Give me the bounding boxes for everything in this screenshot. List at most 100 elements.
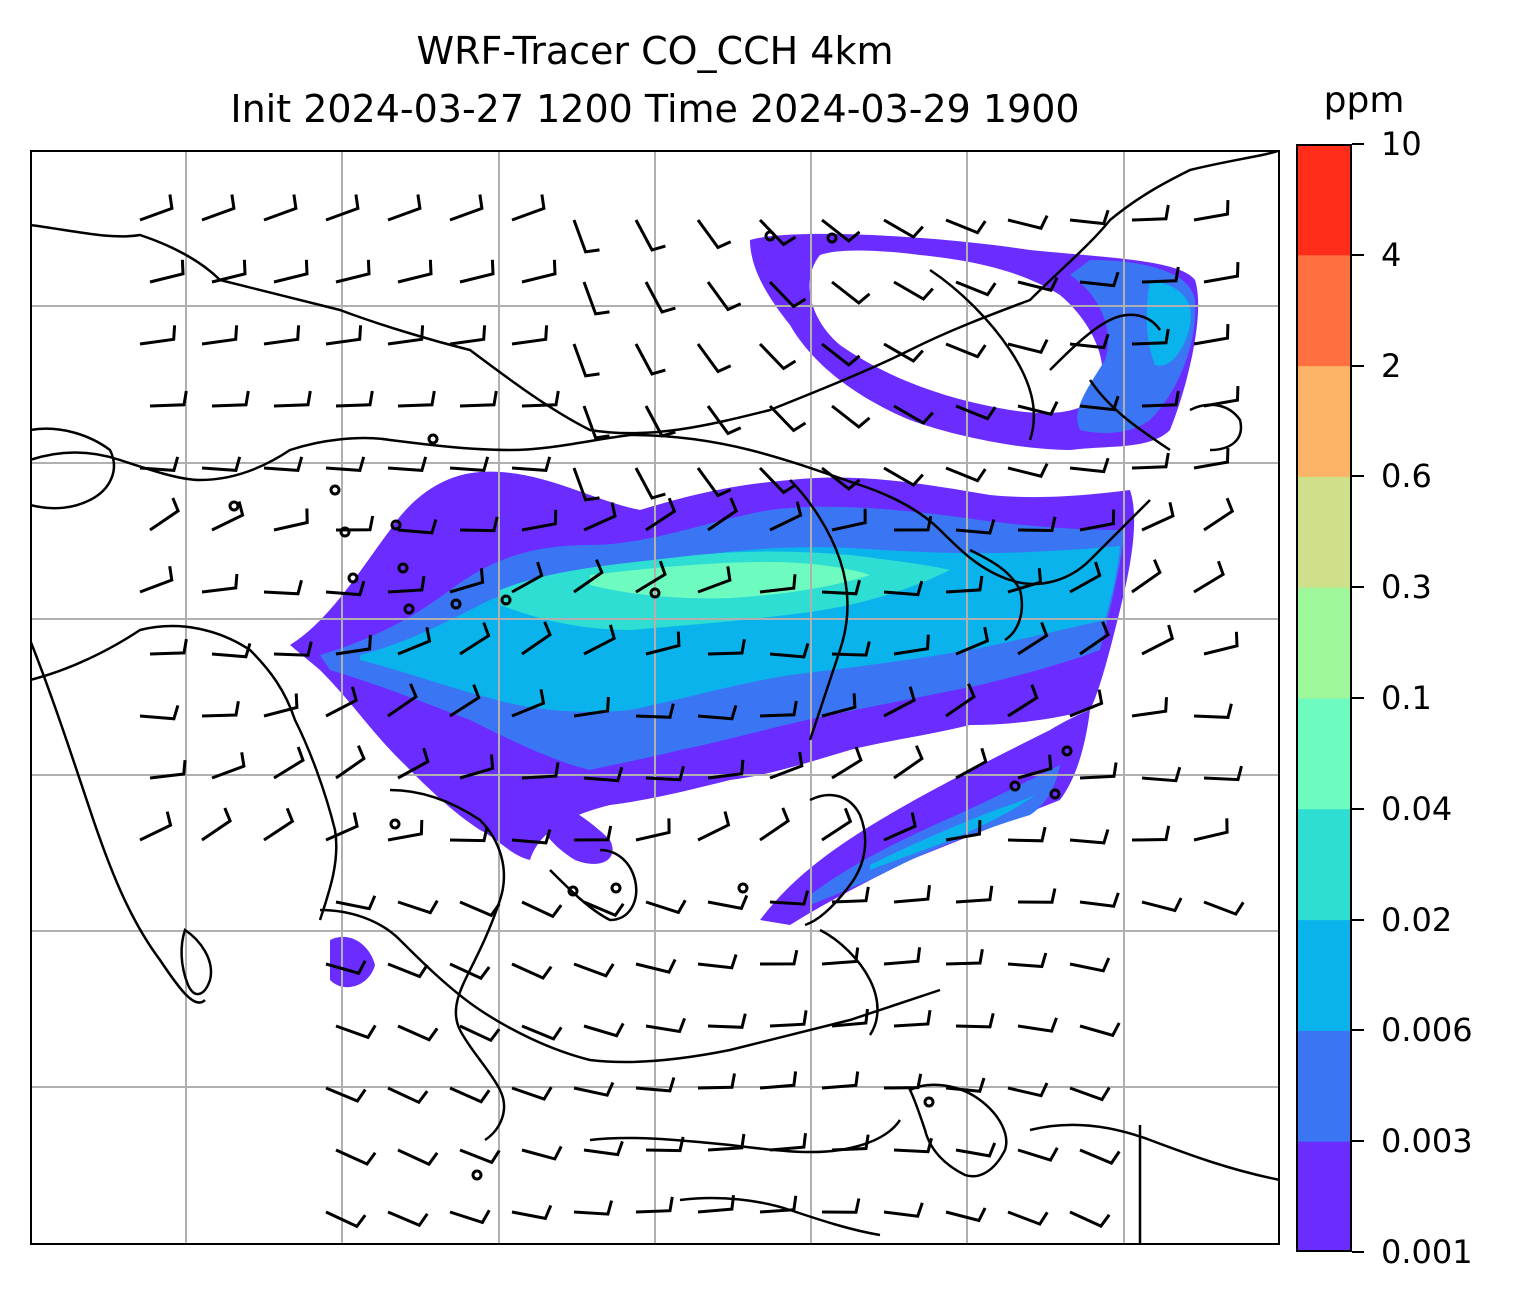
wind-barb <box>635 958 677 974</box>
wind-barb <box>397 747 430 780</box>
wind-barb <box>1079 762 1118 780</box>
wind-barb <box>387 325 425 346</box>
wind-barb <box>1007 952 1048 969</box>
wind-barb <box>1069 689 1104 718</box>
wind-barb <box>572 343 600 378</box>
wind-barb <box>945 948 984 966</box>
wind-barb <box>449 325 487 346</box>
wind-barb <box>1193 448 1230 470</box>
wind-barb <box>645 631 681 656</box>
wind-barb <box>449 684 481 718</box>
wind-barb <box>397 390 436 408</box>
wind-barb <box>149 497 180 532</box>
wind-barb <box>1203 631 1239 656</box>
wind-barb <box>955 1142 997 1158</box>
colorbar-tick-label: 0.02 <box>1381 900 1453 939</box>
wind-barb <box>831 404 871 429</box>
wind-barb <box>893 515 933 532</box>
wind-barb <box>768 404 807 433</box>
wind-barb <box>273 508 309 532</box>
wind-barb <box>1193 818 1229 842</box>
tracer-shading <box>290 233 1199 988</box>
wind-barb <box>831 641 871 657</box>
wind-barb <box>149 259 185 284</box>
wind-barb <box>521 900 563 919</box>
wind-barb <box>201 807 232 842</box>
wind-barb <box>201 456 242 472</box>
wind-barb <box>945 218 987 235</box>
wind-barb <box>883 686 916 718</box>
wind-barb <box>821 218 861 243</box>
colorbar-segment <box>1296 698 1352 810</box>
wind-barb <box>697 1195 735 1214</box>
wind-barb <box>1069 561 1102 594</box>
wind-barb <box>1141 501 1175 532</box>
wind-barb <box>945 342 987 359</box>
wind-barb <box>583 624 616 656</box>
wind-barb <box>449 456 490 472</box>
wind-barb <box>883 580 924 597</box>
wind-barb <box>273 259 309 284</box>
wind-barb <box>1131 452 1170 470</box>
wind-barb <box>139 565 174 594</box>
colorbar-tick <box>1352 143 1364 145</box>
wind-barb <box>1203 262 1240 284</box>
map-border <box>30 150 1280 1245</box>
wind-barb <box>697 704 738 721</box>
wind-barb <box>758 466 797 495</box>
wind-barb <box>1079 395 1120 412</box>
wind-barb <box>697 811 731 842</box>
wind-barb <box>893 280 934 301</box>
wind-barb <box>201 573 239 594</box>
wind-barb <box>397 1024 439 1042</box>
wind-barb <box>582 281 610 316</box>
wind-barb <box>635 703 675 719</box>
wind-barb <box>521 1024 563 1041</box>
wind-barb <box>573 559 604 594</box>
wind-barb <box>945 820 982 842</box>
wind-barb <box>511 194 546 222</box>
wind-barb <box>325 456 366 472</box>
wind-barb <box>635 1196 674 1214</box>
wind-barb <box>645 1136 685 1153</box>
wind-barb <box>883 812 917 842</box>
wind-barb <box>696 343 732 374</box>
map-panel <box>30 150 1280 1245</box>
wind-barb <box>325 1210 367 1229</box>
wind-barb <box>644 281 676 314</box>
wind-barb <box>893 1137 933 1154</box>
wind-barb <box>707 639 746 656</box>
wind-barb <box>263 807 295 842</box>
wind-barb <box>325 194 360 222</box>
coastlines <box>30 150 1280 1245</box>
wind-barb <box>945 1207 987 1223</box>
wind-barb <box>706 281 742 312</box>
wind-barb <box>955 519 996 535</box>
wind-barb <box>768 280 807 309</box>
wind-barb <box>645 497 677 532</box>
wind-barb <box>149 638 188 656</box>
wind-barb <box>583 1140 624 1157</box>
wind-barb <box>263 194 298 222</box>
wind-barb <box>397 1148 439 1167</box>
wind-barb <box>139 456 180 472</box>
wind-barb <box>511 1086 553 1101</box>
colorbar-tick <box>1352 918 1364 921</box>
wind-barb <box>397 259 433 284</box>
wind-barb <box>635 1077 676 1093</box>
wind-barb <box>1079 1022 1121 1038</box>
wind-barb <box>263 693 299 718</box>
colorbar-border <box>1296 144 1352 1252</box>
wind-barb <box>644 405 676 438</box>
map-title-line2: Init 2024-03-27 1200 Time 2024-03-29 190… <box>230 87 1080 131</box>
wind-barb <box>511 962 553 980</box>
wind-barb <box>521 621 552 656</box>
wind-barb <box>945 1077 986 1093</box>
tracer-band-southeast-l3 <box>870 795 1035 870</box>
wind-barb <box>201 700 240 718</box>
wind-barb <box>1203 765 1243 782</box>
wind-barb <box>707 894 749 911</box>
wind-barb <box>449 1086 491 1104</box>
wind-barb <box>955 280 997 297</box>
wind-barb <box>1203 900 1245 916</box>
